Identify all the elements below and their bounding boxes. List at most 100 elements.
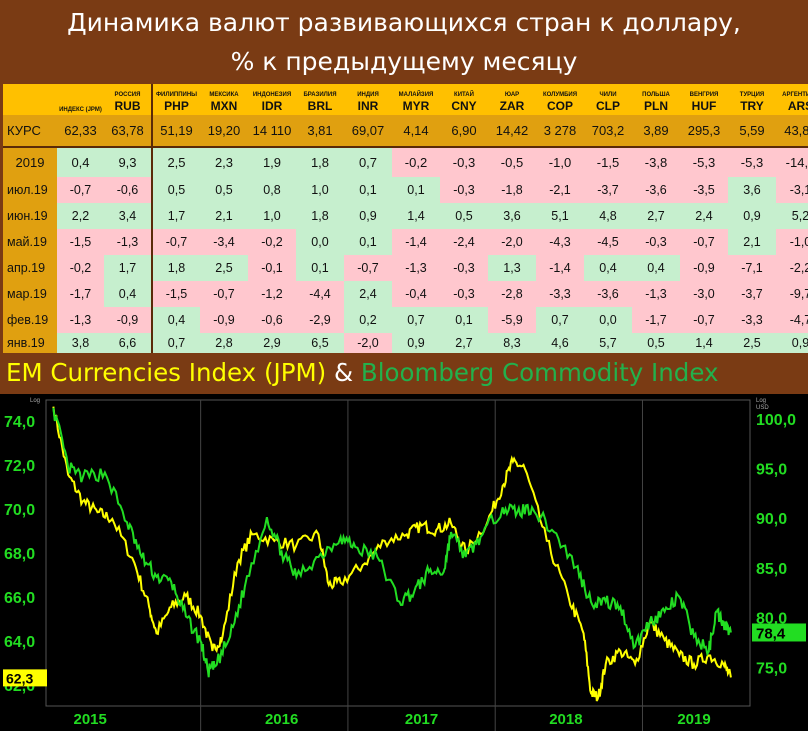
left-tick-label: 70,0 — [4, 502, 35, 519]
header-country: РОССИЯ — [114, 92, 141, 98]
table-cell: -2,1 — [536, 177, 584, 203]
table-cell: -0,7 — [680, 229, 728, 255]
header-code: MXN — [210, 99, 238, 113]
table-cell: 0,0 — [584, 307, 632, 333]
table-cell: 0,9 — [728, 203, 776, 229]
table-cell: 0,2 — [344, 307, 392, 333]
table-cell: 0,5 — [200, 177, 248, 203]
table-cell: -3,7 — [584, 177, 632, 203]
table-cell: -0,3 — [440, 255, 488, 281]
kurs-value: 5,59 — [728, 115, 776, 147]
header-cell: КОЛУМБИЯ COP — [536, 84, 584, 115]
header-country: ИНДИЯ — [357, 92, 379, 98]
table-cell: 1,0 — [248, 203, 296, 229]
kurs-value: 19,20 — [200, 115, 248, 147]
table-cell: 0,1 — [344, 229, 392, 255]
table-cell: -0,2 — [392, 146, 440, 177]
header-country: ИНДОНЕЗИЯ — [252, 92, 292, 98]
row-label: янв.19 — [3, 333, 57, 353]
header-code: PHP — [164, 99, 189, 113]
table-cell: 1,4 — [392, 203, 440, 229]
header-cell: КИТАЙ CNY — [440, 84, 488, 115]
table-cell: 0,5 — [152, 177, 200, 203]
table-cell: -0,2 — [248, 229, 296, 255]
table-cell: 0,9 — [392, 333, 440, 353]
kurs-row: КУРС 62,33 63,78 51,19 19,20 14 110 3,81 69,07 4… — [3, 115, 808, 147]
header-cell: ТУРЦИЯ TRY — [728, 84, 776, 115]
table-cell: -1,5 — [584, 146, 632, 177]
em-last-value-tag — [3, 669, 47, 687]
table-cell: -14,1 — [776, 146, 808, 177]
table-cell: -1,3 — [104, 229, 153, 255]
table-cell: -9,7 — [776, 281, 808, 307]
table-cell: -3,3 — [728, 307, 776, 333]
page-title: Динамика валют развивающихся стран к дол… — [0, 0, 808, 87]
table-cell: -0,3 — [440, 281, 488, 307]
header-country: ПОЛЬША — [642, 92, 670, 98]
table-cell: 0,5 — [440, 203, 488, 229]
table-cell: -0,4 — [392, 281, 440, 307]
table-cell: 2,7 — [440, 333, 488, 353]
header-code: ZAR — [499, 99, 525, 113]
table-cell: -1,0 — [536, 146, 584, 177]
bloomberg-index-legend: Bloomberg Commodity Index — [360, 358, 719, 387]
table-cell: -2,2 — [776, 255, 808, 281]
header-country: МАЛАЙЗИЯ — [398, 92, 434, 98]
table-cell: -3,1 — [776, 177, 808, 203]
table-row: фев.19 -1,3 -0,9 0,4 -0,9 -0,6 -2,9 0,2 0,7 0,1 -5… — [3, 307, 808, 333]
kurs-value: 4,14 — [392, 115, 440, 147]
table-cell: -0,5 — [488, 146, 536, 177]
table-cell: 2,7 — [632, 203, 680, 229]
table-cell: -4,7 — [776, 307, 808, 333]
table-cell: 0,4 — [152, 307, 200, 333]
table-cell: 2,4 — [680, 203, 728, 229]
kurs-value: 3 278 — [536, 115, 584, 147]
table-cell: -1,3 — [632, 281, 680, 307]
left-tick-label: 66,0 — [4, 590, 35, 607]
table-cell: -1,7 — [57, 281, 104, 307]
kurs-label: КУРС — [3, 115, 57, 147]
right-tick-label: 100,0 — [756, 412, 796, 429]
x-tick-label: 2019 — [677, 711, 710, 728]
kurs-value: 43,82 — [776, 115, 808, 147]
row-label: май.19 — [3, 229, 57, 255]
table-cell: -0,9 — [680, 255, 728, 281]
header-country: ИНДЕКС (JPM) — [59, 107, 102, 113]
left-tick-label: 68,0 — [4, 546, 35, 563]
table-cell: -4,3 — [536, 229, 584, 255]
kurs-value: 3,89 — [632, 115, 680, 147]
table-cell: 6,5 — [296, 333, 344, 353]
table-cell: 2,5 — [152, 146, 200, 177]
table-cell: 1,4 — [680, 333, 728, 353]
table-cell: -0,9 — [200, 307, 248, 333]
title-line-2: % к предыдущему месяцу — [230, 47, 578, 76]
kurs-value: 69,07 — [344, 115, 392, 147]
right-tick-label: 80,0 — [756, 611, 787, 628]
table-cell: 2,8 — [200, 333, 248, 353]
table-cell: 1,8 — [296, 146, 344, 177]
table-cell: 1,8 — [152, 255, 200, 281]
table-cell: -0,3 — [440, 177, 488, 203]
table-cell: -4,4 — [296, 281, 344, 307]
table-header-row: ИНДЕКС (JPM) РОССИЯ RUB ФИЛИППИНЫ PHP МЕКСИКА… — [3, 84, 808, 115]
header-code: PLN — [644, 99, 668, 113]
kurs-value: 63,78 — [104, 115, 153, 147]
table-cell: 1,8 — [296, 203, 344, 229]
table-cell: 0,7 — [152, 333, 200, 353]
table-cell: 2,1 — [728, 229, 776, 255]
table-cell: -2,0 — [488, 229, 536, 255]
row-label: фев.19 — [3, 307, 57, 333]
header-code: ARS — [787, 99, 808, 113]
table-cell: -0,7 — [152, 229, 200, 255]
bbg-last-value-tag — [752, 623, 806, 642]
kurs-value: 14 110 — [248, 115, 296, 147]
left-tick-label: 64,0 — [4, 634, 35, 651]
header-code: BRL — [307, 99, 333, 113]
header-cell: ИНДИЯ INR — [344, 84, 392, 115]
table-cell: -0,3 — [632, 229, 680, 255]
header-country: АРГЕНТИНА — [782, 92, 808, 98]
right-axis-unit-label: USD — [756, 405, 769, 411]
table-cell: 0,1 — [392, 177, 440, 203]
table-cell: 0,4 — [632, 255, 680, 281]
table-cell: 0,9 — [776, 333, 808, 353]
